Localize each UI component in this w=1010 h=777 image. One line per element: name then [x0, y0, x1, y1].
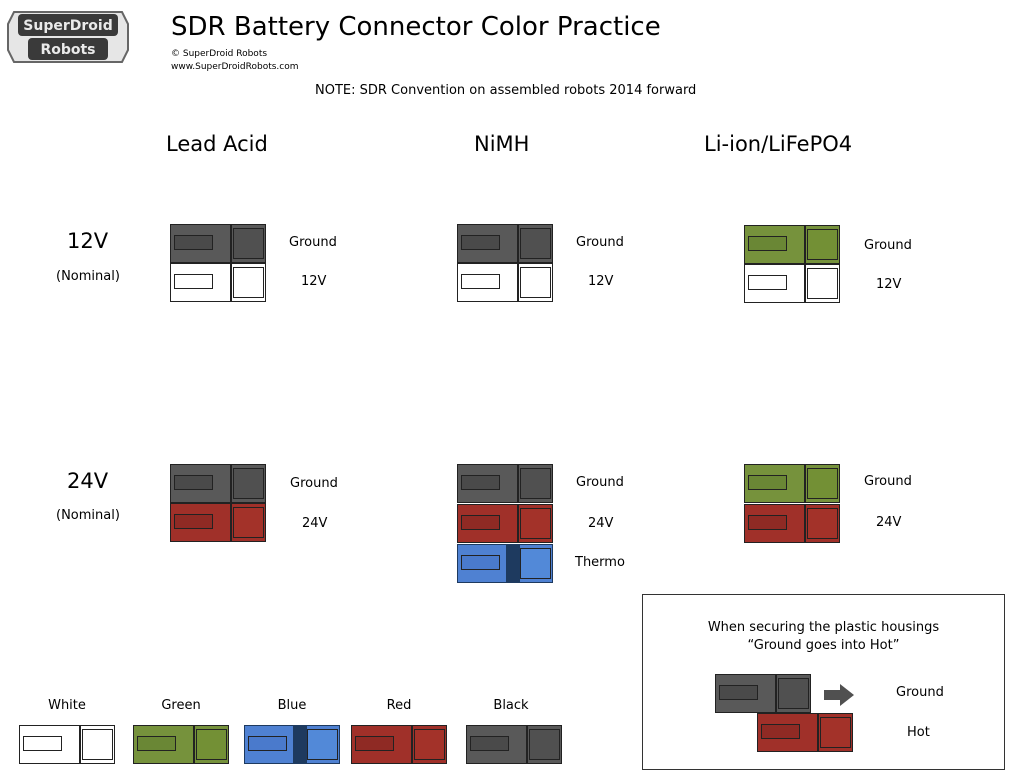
column-header-li-ion: Li-ion/LiFePO4 — [704, 132, 853, 156]
row-nominal-12v: (Nominal) — [56, 269, 120, 284]
connector-nimh-24v-ground — [457, 464, 553, 503]
swatch-label-blue: Blue — [277, 698, 307, 713]
connector-li-ion-24v-positive — [744, 504, 840, 543]
connector-nimh-24v-thermo — [457, 544, 553, 583]
connector-li-ion-12v-positive — [744, 264, 840, 303]
swatch-blue — [244, 725, 340, 764]
label-ground: Ground — [290, 476, 338, 491]
connector-nimh-24v-positive — [457, 504, 553, 543]
swatch-label-white: White — [48, 698, 86, 713]
copyright-text: © SuperDroid Robots — [171, 49, 268, 59]
swatch-green — [133, 725, 229, 764]
convention-note: NOTE: SDR Convention on assembled robots… — [315, 83, 697, 98]
logo-text-1: SuperDroid — [23, 18, 112, 34]
connector-lead-acid-24v-ground — [170, 464, 266, 503]
label-12v: 12V — [876, 277, 902, 292]
callout-ground-connector — [715, 674, 811, 713]
callout-label-hot: Hot — [907, 725, 930, 740]
label-thermo: Thermo — [575, 555, 625, 570]
swatch-label-black: Black — [493, 698, 529, 713]
label-ground: Ground — [576, 475, 624, 490]
label-ground: Ground — [289, 235, 337, 250]
label-ground: Ground — [864, 238, 912, 253]
connector-nimh-12v-ground — [457, 224, 553, 263]
callout-line-2: “Ground goes into Hot” — [747, 638, 900, 653]
housing-callout-box — [642, 594, 1005, 770]
connector-lead-acid-24v-positive — [170, 503, 266, 542]
swatch-label-green: Green — [161, 698, 201, 713]
logo-text-2: Robots — [40, 42, 95, 58]
row-voltage-24v: 24V — [67, 469, 109, 493]
label-12v: 12V — [301, 274, 327, 289]
connector-nimh-12v-positive — [457, 263, 553, 302]
swatch-label-red: Red — [386, 698, 412, 713]
website-text: www.SuperDroidRobots.com — [171, 62, 299, 72]
swatch-red — [351, 725, 447, 764]
connector-li-ion-24v-ground — [744, 464, 840, 503]
arrow-right-icon — [824, 684, 854, 706]
label-24v: 24V — [588, 516, 614, 531]
callout-hot-connector — [757, 713, 853, 752]
label-ground: Ground — [864, 474, 912, 489]
label-12v: 12V — [588, 274, 614, 289]
column-header-nimh: NiMH — [474, 132, 530, 156]
label-ground: Ground — [576, 235, 624, 250]
swatch-black — [466, 725, 562, 764]
superdroid-logo: SuperDroid Robots — [7, 11, 129, 63]
connector-lead-acid-12v-ground — [170, 224, 266, 263]
swatch-white — [19, 725, 115, 764]
column-header-lead-acid: Lead Acid — [166, 132, 268, 156]
copyright-block: © SuperDroid Robots www.SuperDroidRobots… — [171, 48, 299, 74]
label-24v: 24V — [876, 515, 902, 530]
label-24v: 24V — [302, 516, 328, 531]
page-title: SDR Battery Connector Color Practice — [171, 12, 661, 42]
callout-label-ground: Ground — [896, 685, 944, 700]
connector-li-ion-12v-ground — [744, 225, 840, 264]
connector-lead-acid-12v-positive — [170, 263, 266, 302]
callout-line-1: When securing the plastic housings — [707, 620, 940, 635]
row-nominal-24v: (Nominal) — [56, 508, 120, 523]
row-voltage-12v: 12V — [67, 229, 109, 253]
